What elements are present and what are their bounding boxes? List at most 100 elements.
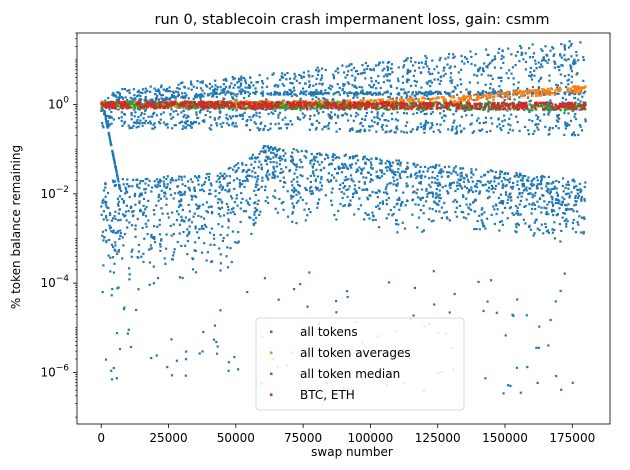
all-tokens-point	[322, 166, 326, 170]
all-tokens-point	[411, 91, 414, 94]
all-token-median-point	[358, 104, 362, 108]
all-tokens-point	[309, 174, 312, 177]
all-tokens-point	[433, 166, 436, 169]
all-tokens-point	[318, 198, 321, 201]
all-tokens-point	[289, 92, 293, 96]
all-tokens-point	[563, 54, 566, 57]
all-tokens-point	[501, 50, 504, 53]
all-tokens-point	[473, 228, 476, 231]
all-tokens-point	[552, 54, 555, 58]
all-tokens-point	[195, 86, 198, 89]
all-tokens-point	[273, 85, 276, 88]
all-tokens-point	[139, 179, 142, 183]
all-tokens-point	[561, 216, 564, 219]
all-tokens-point	[288, 77, 292, 80]
all-tokens-point	[363, 68, 366, 71]
all-tokens-point	[420, 188, 424, 191]
all-tokens-point	[327, 156, 330, 159]
all-tokens-point	[481, 213, 484, 216]
all-tokens-point	[448, 311, 451, 314]
all-tokens-point	[212, 233, 215, 236]
all-tokens-point	[267, 112, 270, 116]
all-tokens-point	[429, 90, 432, 93]
all-tokens-point	[315, 88, 318, 92]
all-tokens-point	[555, 86, 559, 89]
all-tokens-point	[560, 229, 563, 232]
all-tokens-point	[566, 122, 569, 125]
all-tokens-point	[443, 119, 446, 122]
all-tokens-point	[256, 126, 259, 129]
all-tokens-point	[549, 99, 552, 102]
all-tokens-point	[200, 109, 203, 112]
all-tokens-point	[226, 118, 229, 121]
all-token-median-point	[107, 104, 110, 107]
all-tokens-point	[332, 153, 335, 156]
all-tokens-point	[172, 254, 175, 257]
all-tokens-point	[361, 91, 364, 94]
all-tokens-point	[157, 88, 160, 91]
all-tokens-point	[316, 160, 319, 163]
all-tokens-point	[299, 196, 302, 199]
all-tokens-point	[494, 187, 497, 190]
all-tokens-point	[543, 200, 546, 203]
all-tokens-point	[551, 203, 555, 206]
all-tokens-point	[436, 203, 439, 206]
all-tokens-point	[463, 177, 466, 180]
all-tokens-point	[536, 183, 539, 186]
all-tokens-point	[173, 124, 176, 127]
all-tokens-point	[541, 194, 544, 197]
all-tokens-point	[425, 112, 428, 115]
all-tokens-point	[162, 121, 166, 124]
all-tokens-point	[148, 261, 151, 264]
all-tokens-point	[254, 91, 257, 94]
all-token-averages-point	[432, 97, 435, 100]
all-token-averages-point	[449, 95, 453, 99]
all-tokens-point	[108, 136, 111, 139]
all-tokens-point	[334, 167, 337, 171]
all-tokens-point	[444, 57, 447, 60]
all-tokens-point	[454, 87, 457, 90]
all-token-median-point	[308, 104, 311, 107]
all-tokens-point	[235, 95, 238, 98]
all-tokens-point	[563, 198, 566, 201]
all-tokens-point	[509, 384, 512, 387]
all-tokens-point	[433, 91, 436, 94]
all-tokens-point	[383, 119, 386, 122]
all-tokens-point	[153, 180, 156, 183]
all-tokens-point	[577, 93, 580, 96]
all-tokens-point	[505, 184, 508, 187]
all-tokens-point	[550, 188, 553, 191]
all-tokens-point	[468, 93, 471, 96]
all-tokens-point	[478, 190, 482, 193]
all-tokens-point	[460, 129, 463, 132]
all-tokens-point	[125, 190, 128, 193]
all-tokens-point	[279, 179, 282, 182]
all-tokens-point	[201, 119, 204, 122]
all-tokens-point	[267, 201, 270, 204]
all-tokens-point	[351, 193, 355, 196]
all-token-averages-point	[131, 106, 135, 110]
all-tokens-point	[413, 69, 417, 72]
all-tokens-point	[190, 121, 193, 124]
all-tokens-point	[134, 111, 137, 114]
all-tokens-point	[498, 220, 502, 224]
all-tokens-point	[387, 96, 390, 99]
all-tokens-point	[554, 198, 558, 201]
all-tokens-point	[202, 190, 205, 193]
all-token-averages-point	[544, 93, 548, 96]
all-tokens-point	[375, 87, 378, 90]
all-token-median-point	[383, 107, 386, 111]
all-tokens-point	[516, 196, 519, 199]
all-tokens-point	[118, 187, 121, 190]
all-tokens-point	[396, 162, 399, 166]
all-tokens-point	[109, 139, 112, 142]
all-tokens-point	[381, 200, 384, 203]
all-tokens-point	[320, 175, 323, 179]
all-tokens-point	[144, 87, 147, 90]
all-tokens-point	[269, 161, 272, 164]
all-tokens-point	[245, 163, 248, 167]
all-token-averages-point	[467, 98, 470, 102]
all-tokens-point	[269, 146, 273, 149]
all-token-averages-point	[501, 96, 504, 99]
all-tokens-point	[478, 214, 481, 217]
